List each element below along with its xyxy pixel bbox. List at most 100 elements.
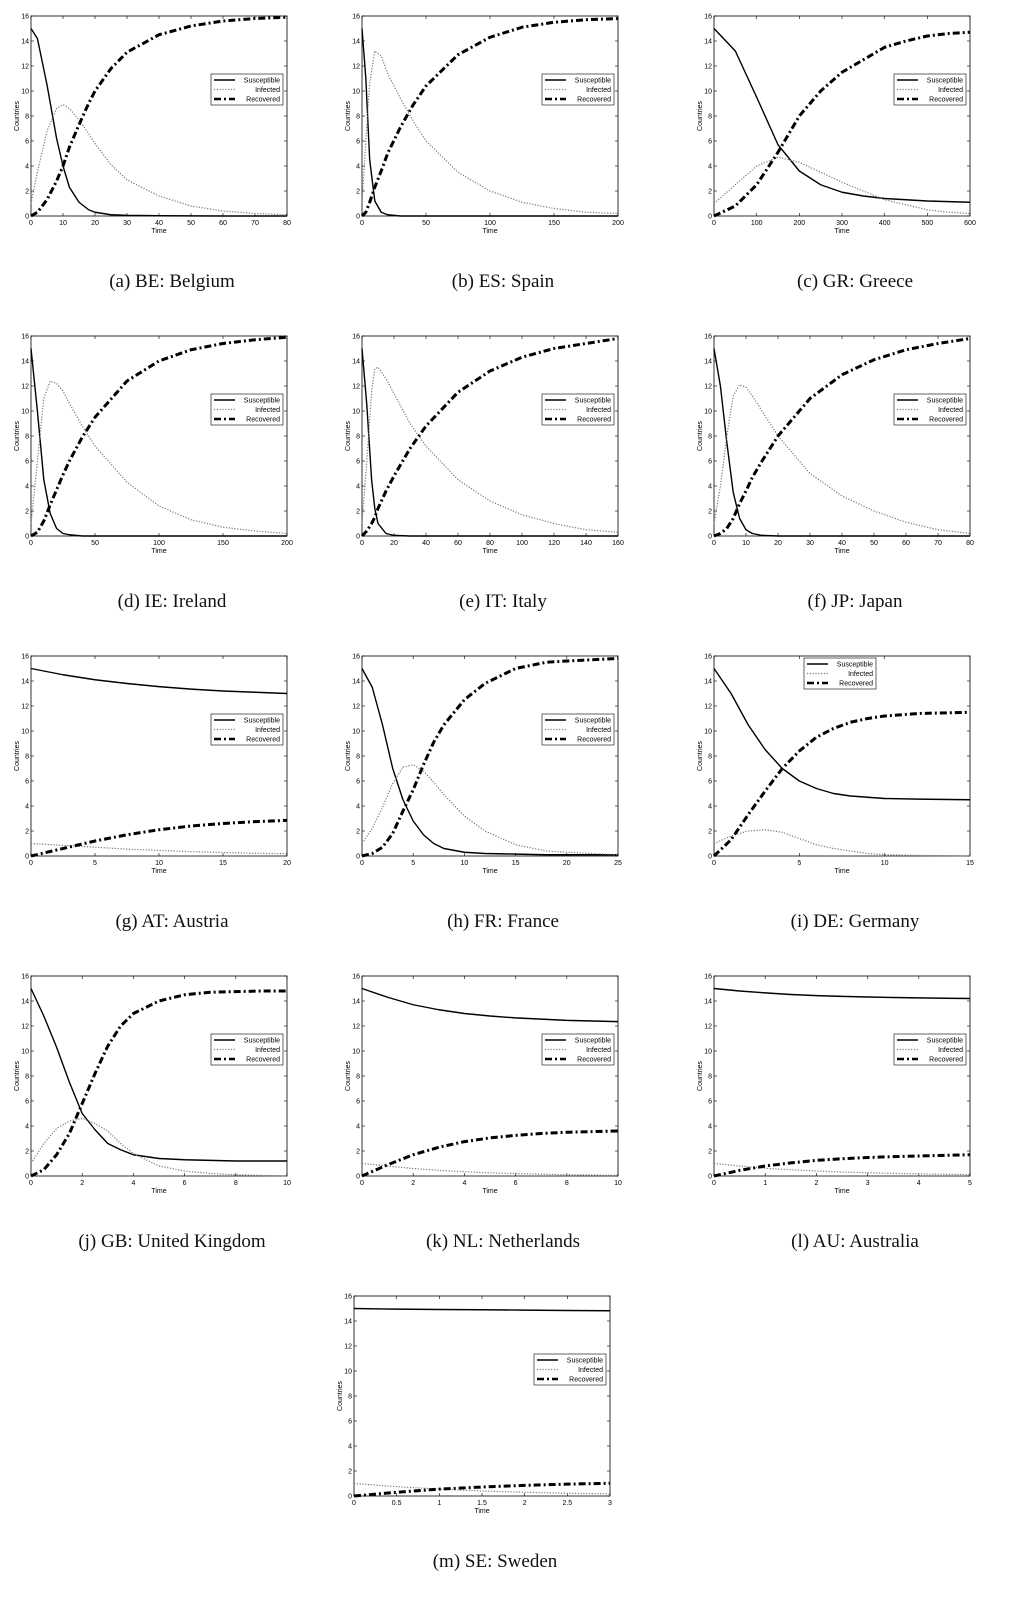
x-tick-label: 20 xyxy=(390,540,398,547)
chart-panel: 0 2 4 6 8 10 12 14 16 0 5 10 15 Time Countries Suscepti… xyxy=(697,648,1005,958)
series-line-recovered xyxy=(353,1481,611,1498)
y-tick-label: 2 xyxy=(356,509,360,516)
series-line-susceptible xyxy=(353,1307,611,1312)
x-tick-label: 150 xyxy=(217,540,229,547)
legend: Susceptible Infected Recovered xyxy=(541,713,615,746)
series-line-infected xyxy=(353,1482,611,1495)
x-tick-label: 160 xyxy=(612,540,624,547)
series-line-infected xyxy=(713,384,971,535)
legend: Susceptible Infected Recovered xyxy=(541,393,615,426)
legend-label: Recovered xyxy=(577,97,611,104)
x-tick-label: 25 xyxy=(614,860,622,867)
legend-label: Susceptible xyxy=(927,398,963,405)
y-tick-label: 6 xyxy=(25,1099,29,1106)
x-tick-label: 300 xyxy=(836,220,848,227)
y-tick-label: 16 xyxy=(352,334,360,341)
series-line-susceptible xyxy=(361,28,618,217)
y-tick-label: 0 xyxy=(25,534,29,541)
y-tick-label: 16 xyxy=(21,334,29,341)
chart-panel: 0 2 4 6 8 10 12 14 16 0 50 100 150 200 Time Countries Su… xyxy=(14,328,322,638)
y-axis-label: Countries xyxy=(697,1061,704,1091)
y-tick-label: 16 xyxy=(704,974,712,981)
legend-label: Susceptible xyxy=(575,718,611,725)
y-tick-label: 4 xyxy=(25,804,29,811)
y-tick-label: 8 xyxy=(708,1074,712,1081)
legend: Susceptible Infected Recovered xyxy=(803,657,877,690)
chart-svg: 0 2 4 6 8 10 12 14 16 0 5 10 15 Time Countries Suscepti… xyxy=(697,654,974,876)
figure-caption: (c) GR: Greece xyxy=(796,271,914,292)
x-tick-label: 10 xyxy=(155,860,163,867)
y-tick-label: 14 xyxy=(704,39,712,46)
y-tick-label: 2 xyxy=(25,509,29,516)
chart-panel: 0 2 4 6 8 10 12 14 16 0 50 100 150 200 Time Countries Su… xyxy=(345,8,653,318)
legend-label: Infected xyxy=(586,1047,611,1054)
y-tick-label: 14 xyxy=(344,1319,352,1326)
legend-label: Recovered xyxy=(929,1057,963,1064)
x-tick-label: 100 xyxy=(153,540,165,547)
y-tick-label: 12 xyxy=(704,64,712,71)
legend-label: Recovered xyxy=(246,737,280,744)
y-axis-label: Countries xyxy=(14,101,21,131)
chart-panel: 0 2 4 6 8 10 12 14 16 0 100 200 300 400 500 600 Time Coun… xyxy=(697,8,1005,318)
series-line-recovered xyxy=(361,1129,619,1178)
x-tick-label: 100 xyxy=(516,540,528,547)
y-tick-label: 12 xyxy=(21,384,29,391)
y-tick-label: 6 xyxy=(708,459,712,466)
legend-label: Recovered xyxy=(246,417,280,424)
x-tick-label: 2 xyxy=(80,1180,84,1187)
y-tick-label: 12 xyxy=(352,1024,360,1031)
y-tick-label: 12 xyxy=(352,384,360,391)
y-tick-label: 2 xyxy=(25,1149,29,1156)
legend: Susceptible Infected Recovered xyxy=(893,73,967,106)
y-tick-label: 6 xyxy=(708,139,712,146)
series-line-infected xyxy=(713,1162,971,1176)
x-tick-label: 0 xyxy=(352,1500,356,1507)
legend-label: Recovered xyxy=(577,417,611,424)
y-tick-label: 0 xyxy=(708,854,712,861)
x-tick-label: 100 xyxy=(751,220,763,227)
x-tick-label: 10 xyxy=(614,1180,622,1187)
series-line-recovered xyxy=(360,17,619,218)
y-axis-label: Countries xyxy=(697,741,704,771)
x-tick-label: 0 xyxy=(29,220,33,227)
x-tick-label: 0 xyxy=(29,860,33,867)
x-tick-label: 8 xyxy=(565,1180,569,1187)
y-tick-label: 12 xyxy=(352,704,360,711)
y-tick-label: 16 xyxy=(352,974,360,981)
legend-label: Recovered xyxy=(839,681,873,688)
y-tick-label: 16 xyxy=(704,14,712,21)
plot-area xyxy=(713,975,971,1177)
x-tick-label: 5 xyxy=(93,860,97,867)
legend: Susceptible Infected Recovered xyxy=(533,1353,607,1386)
y-tick-label: 14 xyxy=(21,679,29,686)
y-tick-label: 14 xyxy=(352,359,360,366)
y-tick-label: 12 xyxy=(704,704,712,711)
y-tick-label: 6 xyxy=(25,139,29,146)
plot-area xyxy=(30,15,288,217)
y-axis-label: Countries xyxy=(345,421,352,451)
y-tick-label: 10 xyxy=(21,1049,29,1056)
legend-label: Susceptible xyxy=(927,78,963,85)
series-line-infected xyxy=(361,1162,619,1176)
chart-svg: 0 2 4 6 8 10 12 14 16 0 50 100 150 200 Time Countries Su… xyxy=(345,14,624,236)
plot-area xyxy=(361,15,619,217)
chart-svg: 0 2 4 6 8 10 12 14 16 0 5 10 15 20 Time Countries Suscep… xyxy=(14,654,291,876)
y-axis-label: Countries xyxy=(337,1381,344,1411)
figure-caption: (d) IE: Ireland xyxy=(117,591,227,612)
x-tick-label: 30 xyxy=(123,220,131,227)
x-tick-label: 3 xyxy=(608,1500,612,1507)
y-tick-label: 10 xyxy=(704,1049,712,1056)
x-axis-label: Time xyxy=(151,548,166,555)
y-tick-label: 8 xyxy=(356,434,360,441)
series-line-recovered xyxy=(361,657,619,858)
x-tick-label: 50 xyxy=(187,220,195,227)
y-tick-label: 2 xyxy=(708,189,712,196)
x-tick-label: 30 xyxy=(806,540,814,547)
x-tick-label: 0.5 xyxy=(392,1500,402,1507)
x-tick-label: 40 xyxy=(422,540,430,547)
x-tick-label: 4 xyxy=(462,1180,466,1187)
y-tick-label: 6 xyxy=(356,779,360,786)
y-tick-label: 16 xyxy=(352,654,360,661)
series-line-recovered xyxy=(360,337,619,538)
